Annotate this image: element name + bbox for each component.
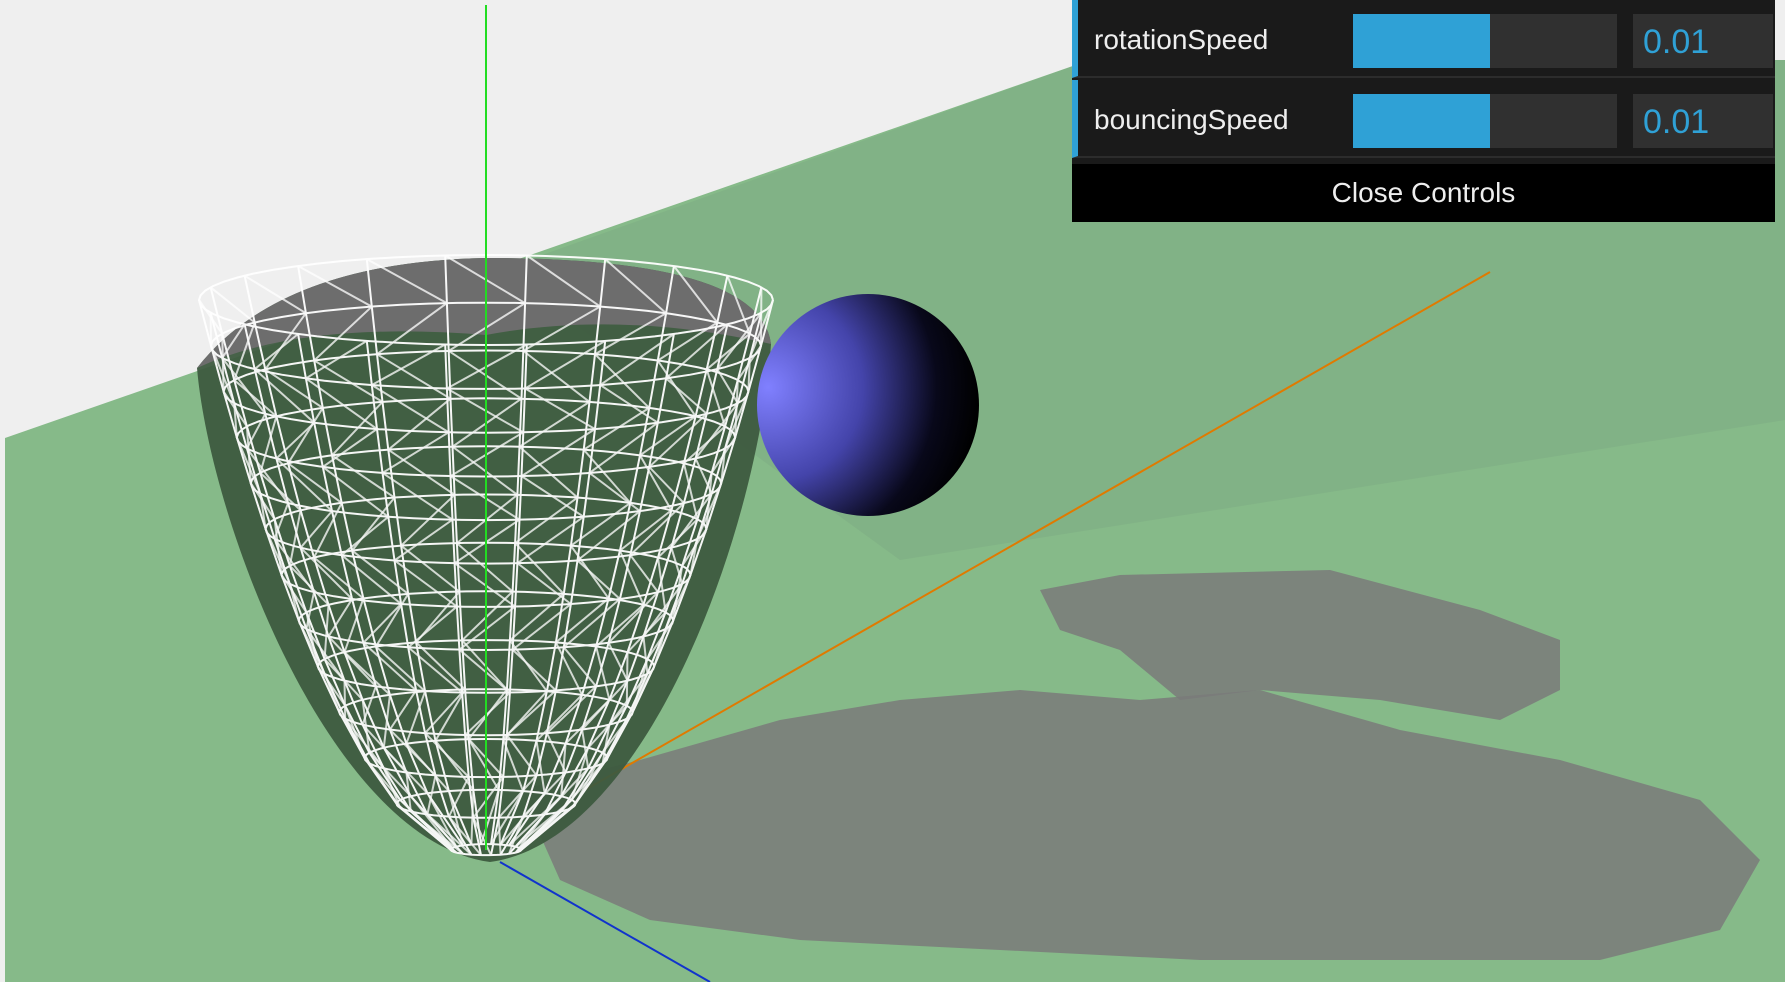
- wireframe-diagonal: [198, 299, 452, 851]
- axis-z-line: [499, 861, 711, 982]
- bouncing-speed-slider[interactable]: [1353, 94, 1617, 148]
- control-row-rotation-speed: rotationSpeed 0.01: [1072, 0, 1775, 78]
- wireframe-diagonal: [499, 258, 668, 846]
- wireframe-diagonal: [297, 265, 464, 846]
- wireframe-diagonal: [497, 340, 606, 855]
- wireframe-diagonal: [369, 343, 482, 856]
- axis-x-line: [584, 271, 1491, 791]
- paraboloid-wireframe: [197, 253, 774, 857]
- bouncing-speed-input[interactable]: 0.01: [1633, 94, 1773, 148]
- wireframe-diagonal: [514, 323, 729, 854]
- wireframe-diagonal: [490, 254, 603, 845]
- close-controls-button[interactable]: Close Controls: [1072, 164, 1775, 222]
- wireframe-diagonal: [519, 312, 763, 852]
- rotation-speed-input[interactable]: 0.01: [1633, 14, 1773, 68]
- wireframe-diagonal: [508, 265, 719, 847]
- paraboloid-shadow: [520, 690, 1760, 960]
- wireframe-diagonal: [519, 287, 763, 849]
- wireframe-diagonal: [508, 333, 675, 855]
- wireframe-diagonal: [444, 254, 528, 845]
- wireframe-diagonal: [366, 258, 475, 845]
- control-row-bouncing-speed: bouncingSpeed 0.01: [1072, 80, 1775, 158]
- bouncing-speed-label: bouncingSpeed: [1094, 104, 1289, 135]
- wireframe-diagonal: [209, 286, 454, 849]
- rotation-speed-label: rotationSpeed: [1094, 24, 1269, 55]
- wireframe-diagonal: [520, 299, 774, 851]
- sphere-mesh: [757, 294, 979, 516]
- wireframe-diagonal: [244, 274, 458, 848]
- rotation-speed-slider-fill: [1353, 14, 1491, 68]
- wireframe-diagonal: [444, 343, 528, 856]
- bouncing-speed-slider-fill: [1353, 94, 1491, 148]
- dat-gui-panel: rotationSpeed 0.01 bouncingSpeed 0.01 Cl…: [1072, 0, 1775, 222]
- rotation-speed-slider[interactable]: [1353, 14, 1617, 68]
- sphere-shadow: [1040, 570, 1560, 720]
- wireframe-diagonal: [514, 275, 751, 848]
